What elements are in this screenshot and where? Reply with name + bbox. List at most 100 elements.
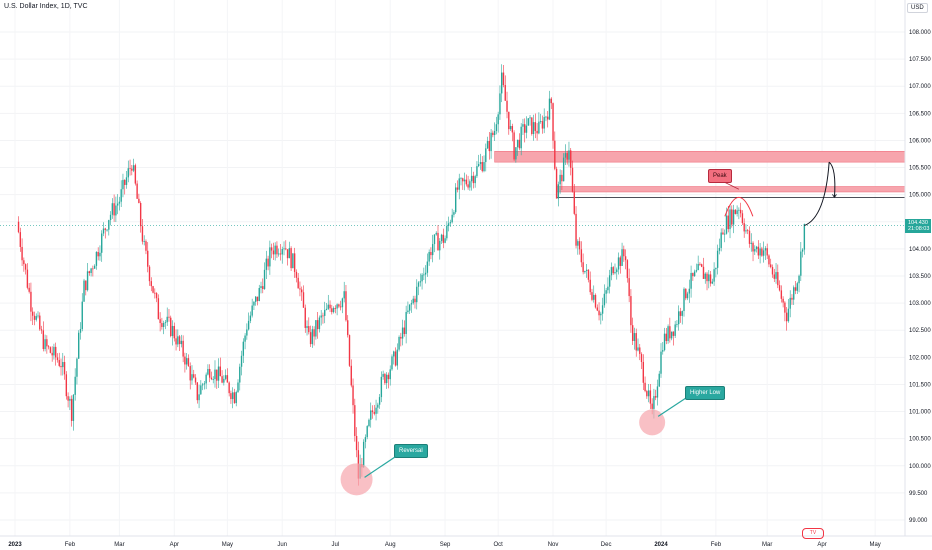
candle-body	[368, 419, 370, 427]
candle-body	[86, 271, 89, 291]
candle-body	[547, 116, 549, 120]
candle-body	[301, 289, 303, 293]
candle-body	[745, 230, 747, 232]
tradingview-logo-icon[interactable]: TV	[802, 528, 824, 539]
candle-body	[378, 397, 381, 405]
candle-body	[132, 165, 135, 171]
candle-body	[347, 320, 349, 336]
candle-body	[198, 394, 200, 401]
candle-body	[646, 391, 648, 397]
candle-body	[463, 179, 466, 182]
symbol-title[interactable]: U.S. Dollar Index, 1D, TVC	[4, 3, 88, 10]
candle-body	[623, 249, 625, 257]
candle-body	[380, 376, 383, 398]
candle-body	[382, 374, 384, 377]
candle-body	[727, 215, 729, 230]
currency-selector[interactable]: USD	[907, 3, 928, 13]
candle-body	[131, 168, 133, 171]
candle-body	[483, 162, 485, 172]
candle-body	[656, 386, 659, 398]
candle-body	[709, 274, 712, 284]
candle-body	[598, 310, 600, 316]
candle-body	[53, 346, 55, 356]
price-axis[interactable]: 108.000 107.500 107.000 106.500 106.000 105.5…	[904, 0, 931, 536]
current-countdown: 21:08:03	[908, 226, 930, 232]
candle-body	[159, 319, 161, 324]
candle-body	[520, 126, 522, 149]
candle-body	[716, 250, 719, 268]
candle-body	[278, 253, 280, 255]
candle-body	[747, 230, 749, 232]
candle-body	[21, 246, 23, 261]
candle-body	[286, 249, 289, 259]
candle-body	[148, 266, 151, 282]
candle-body	[554, 140, 556, 169]
candle-body	[619, 257, 621, 266]
candle-body	[667, 326, 669, 341]
candle-body	[713, 269, 715, 282]
candle-body	[582, 262, 584, 273]
candle-body	[101, 233, 103, 253]
candle-body	[669, 326, 671, 339]
candle-body	[173, 325, 175, 339]
candle-body	[601, 305, 604, 314]
candle-body	[725, 215, 728, 234]
reversal-marker[interactable]	[340, 463, 373, 496]
candle-body	[423, 274, 425, 276]
candle-body	[246, 329, 248, 336]
reversal-callout[interactable]: Reversal	[394, 444, 428, 458]
candle-body	[24, 264, 27, 270]
candle-body	[125, 177, 128, 185]
candle-body	[108, 220, 110, 230]
candle-body	[292, 253, 294, 269]
candle-body	[122, 179, 124, 190]
candle-body	[143, 241, 145, 242]
candle-body	[647, 390, 650, 397]
candle-body	[702, 266, 705, 279]
resistance-zone[interactable]	[494, 150, 906, 163]
candle-body	[155, 293, 158, 299]
peak-callout[interactable]: Peak	[708, 169, 732, 183]
price-tick-label: 102.500	[909, 328, 931, 334]
candle-body	[233, 392, 236, 404]
candle-body	[610, 267, 613, 276]
projection-up[interactable]	[804, 162, 830, 227]
candle-body	[631, 325, 634, 341]
candle-body	[120, 189, 122, 202]
resistance-zone[interactable]	[556, 186, 906, 193]
candle-body	[637, 347, 639, 351]
price-tick-label: 99.000	[909, 518, 928, 524]
candle-body	[692, 272, 694, 277]
price-tick-label: 103.500	[909, 274, 931, 280]
time-tick-label: Sep	[440, 542, 451, 548]
candle-body	[212, 379, 214, 380]
candle-body	[62, 362, 64, 368]
candle-body	[628, 278, 630, 297]
candle-body	[785, 312, 788, 322]
candle-body	[787, 308, 790, 322]
price-tick-label: 99.500	[909, 491, 928, 497]
candle-body	[793, 287, 795, 300]
candle-body	[789, 297, 791, 309]
candle-body	[329, 304, 331, 309]
candle-body	[460, 178, 462, 180]
candle-body	[708, 274, 710, 282]
projection-down[interactable]	[828, 161, 836, 198]
higher-low-marker[interactable]	[639, 409, 666, 436]
time-axis[interactable]: 2023 Feb Mar Apr May Jun Jul Aug Sep Oct Nov Dec 202…	[0, 535, 932, 548]
candle-body	[557, 184, 560, 199]
candle-body	[129, 168, 131, 170]
higher-low-callout[interactable]: Higher Low	[685, 386, 726, 400]
candle-body	[522, 124, 524, 127]
candle-body	[401, 327, 404, 339]
candle-body	[617, 257, 620, 270]
candle-body	[437, 232, 439, 251]
candle-body	[525, 125, 528, 133]
candle-body	[88, 271, 91, 274]
candle-body	[327, 304, 329, 309]
candle-body	[755, 246, 758, 250]
peak-arc[interactable]	[724, 196, 754, 217]
candle-body	[138, 198, 140, 203]
price-tick-label: 106.000	[909, 138, 931, 144]
